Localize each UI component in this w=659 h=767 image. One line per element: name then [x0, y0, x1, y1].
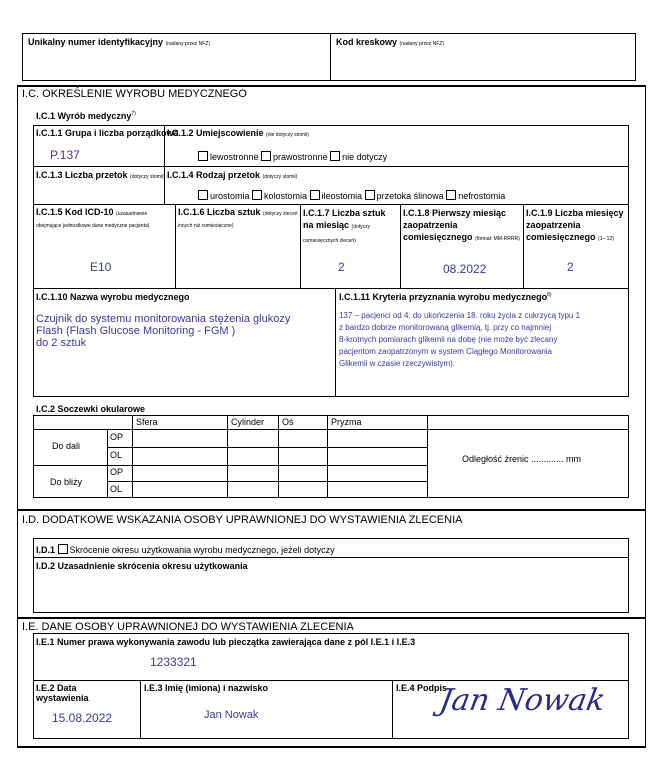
checkbox-nie-dotyczy[interactable]: nie dotyczy	[330, 151, 387, 162]
icd10-value[interactable]: E10	[90, 260, 112, 274]
group-number-value[interactable]: P.137	[50, 148, 80, 162]
section-ic-title: I.C. OKREŚLENIE WYROBU MEDYCZNEGO	[22, 88, 247, 100]
issue-date-value[interactable]: 15.08.2022	[52, 711, 113, 725]
checkbox-nefrostomia[interactable]: nefrostomia	[446, 190, 505, 201]
checkbox-prawostronne[interactable]: prawostronne	[261, 151, 328, 162]
checkbox-kolostomia[interactable]: kolostomia	[252, 190, 307, 201]
signature: Jan Nowak	[436, 683, 608, 718]
shortening-checkbox[interactable]: I.D.1 Skrócenie okresu użytkowania wyrob…	[36, 544, 335, 555]
device-name-value[interactable]: Czujnik do systemu monitorowania stężeni…	[36, 313, 291, 349]
checkbox-ileostomia[interactable]: ileostomia	[309, 190, 362, 201]
checkbox-lewostronne[interactable]: lewostronne	[198, 151, 259, 162]
first-month-value[interactable]: 08.2022	[443, 262, 487, 276]
location-options: lewostronne prawostronne nie dotyczy	[198, 151, 387, 162]
form-frame	[17, 85, 646, 748]
ic1-label: I.C.1 Wyrób medyczny7)	[36, 111, 136, 121]
lens-table	[33, 415, 629, 498]
license-number-value[interactable]: 1233321	[150, 655, 197, 669]
criteria-value: 137 – pacjenci od 4. do ukończenia 18. r…	[339, 311, 581, 368]
checkbox-przetoka[interactable]: przetoka ślinowa	[364, 190, 444, 201]
uid-field[interactable]: Unikalny numer identyfikacyjny (nadany p…	[28, 37, 211, 47]
pupil-distance[interactable]: Odległość źrenic ............. mm	[462, 454, 582, 464]
header-box	[22, 33, 636, 81]
checkbox-urostomia[interactable]: urostomia	[198, 190, 250, 201]
name-value[interactable]: Jan Nowak	[204, 709, 259, 721]
fistula-options: urostomia kolostomia ileostomia przetoka…	[198, 190, 505, 201]
monthly-qty-value[interactable]: 2	[338, 260, 345, 274]
barcode-field: Kod kreskowy (nadany przez NFZ)	[336, 37, 445, 47]
months-count-value[interactable]: 2	[567, 260, 574, 274]
